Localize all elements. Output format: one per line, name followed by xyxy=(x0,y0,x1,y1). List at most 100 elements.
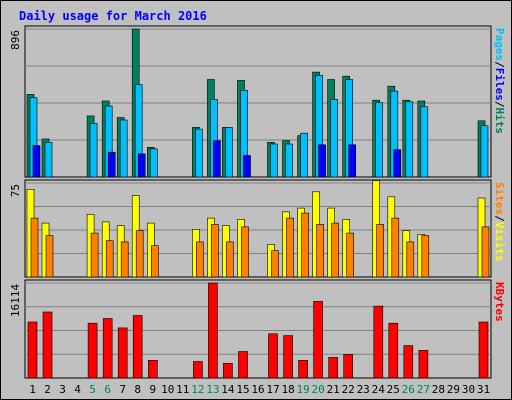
bar-sites xyxy=(30,217,39,278)
bar-sites xyxy=(151,245,159,278)
bar-kbytes xyxy=(148,359,158,379)
bar-kbytes xyxy=(208,282,218,379)
bar-files xyxy=(225,127,233,178)
bar-pages xyxy=(243,155,251,178)
x-tick-label: 20 xyxy=(311,383,324,396)
x-tick-label: 8 xyxy=(134,383,141,396)
x-tick-label: 15 xyxy=(236,383,249,396)
bar-files xyxy=(285,143,293,178)
bar-kbytes xyxy=(373,305,384,379)
legend: Pages/Files/Hits xyxy=(493,28,506,134)
bar-files xyxy=(119,119,128,178)
x-tick-label: 26 xyxy=(402,383,415,396)
bar-kbytes xyxy=(388,322,399,379)
bar-sites xyxy=(316,224,324,278)
x-tick-label: 21 xyxy=(327,383,340,396)
bar-pages xyxy=(107,151,116,178)
bar-sites xyxy=(90,232,99,278)
x-tick-label: 2 xyxy=(44,383,51,396)
bar-kbytes xyxy=(27,321,38,379)
bar-sites xyxy=(196,241,204,278)
chart-title: Daily usage for March 2016 xyxy=(19,9,207,23)
bar-sites xyxy=(211,224,219,278)
bar-sites xyxy=(421,235,430,278)
bar-sites xyxy=(301,212,309,278)
x-tick-label: 11 xyxy=(176,383,189,396)
x-tick-label: 25 xyxy=(387,383,400,396)
x-tick-label: 22 xyxy=(342,383,355,396)
bar-files xyxy=(480,125,489,178)
bar-kbytes xyxy=(313,301,323,379)
legend-visits: Visits xyxy=(493,222,506,262)
bar-kbytes xyxy=(223,362,233,379)
x-tick-label: 14 xyxy=(221,383,235,396)
legend: KBytes xyxy=(493,282,506,322)
bar-files xyxy=(44,142,53,178)
bar-files xyxy=(375,102,384,178)
bar-group xyxy=(26,180,490,278)
bar-files xyxy=(330,99,338,178)
bar-files xyxy=(270,143,278,178)
bar-pages xyxy=(137,153,146,178)
x-tick-label: 29 xyxy=(447,383,460,396)
bar-kbytes xyxy=(268,333,278,379)
x-tick-label: 6 xyxy=(104,383,111,396)
legend-pages: Pages xyxy=(493,28,506,61)
bar-kbytes xyxy=(418,349,429,379)
legend-files: Files xyxy=(493,68,506,101)
x-tick-label: 12 xyxy=(191,383,204,396)
bar-sites xyxy=(406,241,415,278)
bar-kbytes xyxy=(238,351,248,379)
x-tick-label: 24 xyxy=(372,383,386,396)
bar-kbytes xyxy=(87,322,98,379)
bar-group xyxy=(26,28,489,178)
bar-sites xyxy=(120,241,129,278)
bar-files xyxy=(420,106,429,178)
x-tick-label: 18 xyxy=(281,383,294,396)
chart-panel: 16114 KBytes xyxy=(9,279,506,379)
x-tick-label: 27 xyxy=(417,383,430,396)
bar-pages xyxy=(213,140,221,178)
bar-sites xyxy=(391,217,400,278)
bar-sites xyxy=(271,250,279,278)
panel-frame xyxy=(24,279,492,379)
x-tick-label: 10 xyxy=(161,383,174,396)
chart-panel: 896 Pages/Files/Hits xyxy=(9,25,506,178)
bar-kbytes xyxy=(328,357,339,379)
chart-panel: 75 Sites/Visits xyxy=(9,179,506,278)
bar-pages xyxy=(393,149,402,178)
y-max-label: 16114 xyxy=(9,284,22,317)
bar-kbytes xyxy=(42,311,53,379)
bar-files xyxy=(300,132,308,178)
bar-pages xyxy=(32,145,41,178)
y-max-label: 896 xyxy=(9,30,22,50)
bar-files xyxy=(89,123,98,178)
bar-sites xyxy=(331,222,339,278)
bar-pages xyxy=(348,144,357,178)
bar-files xyxy=(405,101,414,178)
bar-kbytes xyxy=(102,318,113,379)
legend-sites: Sites xyxy=(493,182,506,215)
x-tick-label: 5 xyxy=(89,383,96,396)
x-tick-label: 3 xyxy=(59,383,66,396)
x-tick-label: 30 xyxy=(462,383,475,396)
legend-separator: / xyxy=(493,101,506,108)
bar-kbytes xyxy=(193,361,203,379)
bar-sites xyxy=(481,226,490,278)
legend-kbytes: KBytes xyxy=(493,282,506,322)
x-tick-label: 9 xyxy=(149,383,156,396)
legend-separator: / xyxy=(493,215,506,222)
bar-group xyxy=(27,282,489,379)
x-tick-label: 7 xyxy=(119,383,126,396)
x-tick-label: 28 xyxy=(432,383,445,396)
x-tick-label: 13 xyxy=(206,383,219,396)
bar-files xyxy=(150,148,158,178)
bar-pages xyxy=(318,144,326,178)
x-tick-label: 16 xyxy=(251,383,264,396)
bar-kbytes xyxy=(117,327,128,379)
bar-sites xyxy=(346,232,355,278)
bar-kbytes xyxy=(132,315,143,379)
x-tick-label: 19 xyxy=(296,383,309,396)
bar-sites xyxy=(135,230,144,278)
